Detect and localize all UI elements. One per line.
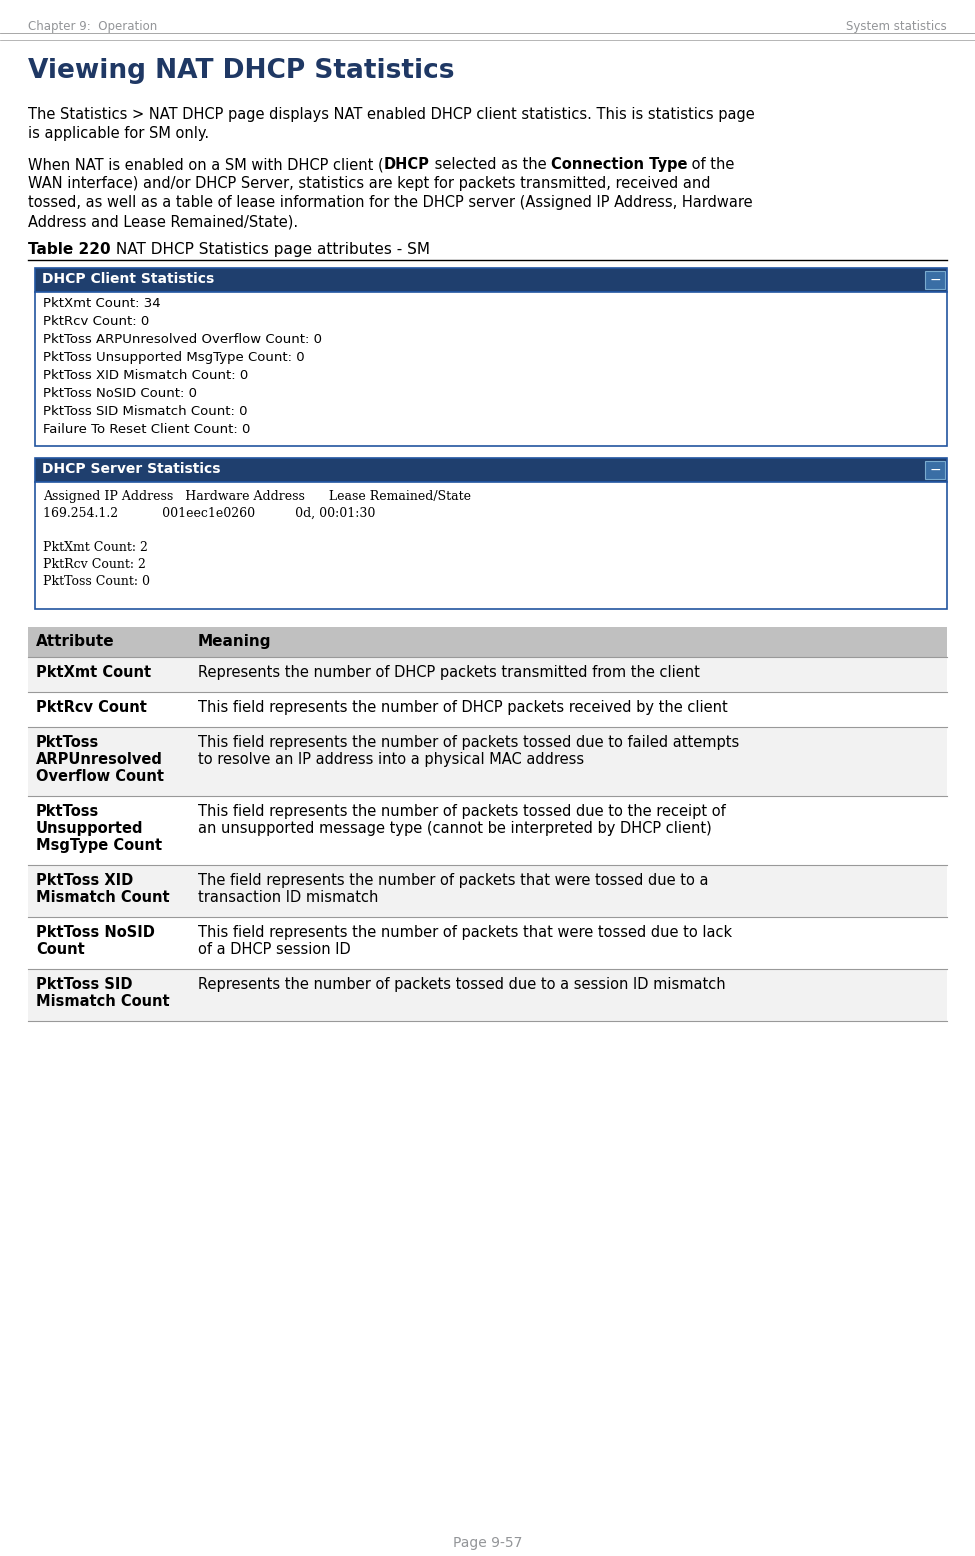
Bar	[28, 797, 947, 865]
Bar	[925, 271, 945, 289]
Text: NAT DHCP Statistics page attributes - SM: NAT DHCP Statistics page attributes - SM	[110, 243, 430, 257]
Text: Meaning: Meaning	[198, 633, 271, 649]
Text: PktXmt Count: 2: PktXmt Count: 2	[43, 541, 148, 554]
Text: PktToss: PktToss	[36, 804, 99, 818]
Text: PktToss SID Mismatch Count: 0: PktToss SID Mismatch Count: 0	[43, 405, 248, 419]
Bar	[35, 293, 947, 447]
Text: PktXmt Count: 34: PktXmt Count: 34	[43, 297, 161, 310]
Text: Failure To Reset Client Count: 0: Failure To Reset Client Count: 0	[43, 423, 251, 436]
Text: DHCP Client Statistics: DHCP Client Statistics	[42, 272, 214, 286]
Text: PktToss XID Mismatch Count: 0: PktToss XID Mismatch Count: 0	[43, 369, 249, 383]
Text: PktToss Count: 0: PktToss Count: 0	[43, 576, 150, 588]
Text: This field represents the number of DHCP packets received by the client: This field represents the number of DHCP…	[198, 700, 727, 716]
Text: an unsupported message type (cannot be interpreted by DHCP client): an unsupported message type (cannot be i…	[198, 822, 712, 836]
Text: 169.254.1.2           001eec1e0260          0d, 00:01:30: 169.254.1.2 001eec1e0260 0d, 00:01:30	[43, 507, 375, 520]
Text: of the: of the	[687, 157, 735, 173]
Text: Represents the number of DHCP packets transmitted from the client: Represents the number of DHCP packets tr…	[198, 664, 700, 680]
Text: PktRcv Count: PktRcv Count	[36, 700, 147, 716]
Bar	[35, 482, 947, 608]
Text: PktRcv Count: 2: PktRcv Count: 2	[43, 559, 146, 571]
Text: to resolve an IP address into a physical MAC address: to resolve an IP address into a physical…	[198, 752, 584, 767]
Text: Assigned IP Address   Hardware Address      Lease Remained/State: Assigned IP Address Hardware Address Lea…	[43, 490, 471, 503]
Bar	[28, 916, 947, 969]
Text: DHCP: DHCP	[384, 157, 430, 173]
Text: PktToss XID: PktToss XID	[36, 873, 134, 888]
Text: When NAT is enabled on a SM with DHCP client (: When NAT is enabled on a SM with DHCP cl…	[28, 157, 384, 173]
Text: Chapter 9:  Operation: Chapter 9: Operation	[28, 20, 157, 33]
Text: −: −	[929, 272, 941, 286]
Text: PktToss: PktToss	[36, 734, 99, 750]
Text: MsgType Count: MsgType Count	[36, 839, 162, 853]
Text: −: −	[929, 464, 941, 478]
Text: PktToss NoSID: PktToss NoSID	[36, 924, 155, 940]
Text: Count: Count	[36, 941, 85, 957]
Text: DHCP Server Statistics: DHCP Server Statistics	[42, 462, 220, 476]
Text: of a DHCP session ID: of a DHCP session ID	[198, 941, 351, 957]
Text: Attribute: Attribute	[36, 633, 115, 649]
Text: Overflow Count: Overflow Count	[36, 769, 164, 784]
Text: PktToss NoSID Count: 0: PktToss NoSID Count: 0	[43, 387, 197, 400]
Text: PktToss Unsupported MsgType Count: 0: PktToss Unsupported MsgType Count: 0	[43, 352, 304, 364]
Bar	[28, 969, 947, 1021]
Bar	[28, 865, 947, 916]
Text: Unsupported: Unsupported	[36, 822, 143, 836]
Bar	[35, 457, 947, 482]
Text: PktRcv Count: 0: PktRcv Count: 0	[43, 314, 149, 328]
Bar	[925, 461, 945, 479]
Text: Table 220: Table 220	[28, 243, 110, 257]
Text: Address and Lease Remained/State).: Address and Lease Remained/State).	[28, 215, 298, 229]
Bar	[28, 627, 947, 657]
Text: This field represents the number of packets tossed due to failed attempts: This field represents the number of pack…	[198, 734, 739, 750]
Text: PktToss SID: PktToss SID	[36, 977, 133, 993]
Text: tossed, as well as a table of lease information for the DHCP server (Assigned IP: tossed, as well as a table of lease info…	[28, 194, 753, 210]
Text: This field represents the number of packets tossed due to the receipt of: This field represents the number of pack…	[198, 804, 725, 818]
Text: PktToss ARPUnresolved Overflow Count: 0: PktToss ARPUnresolved Overflow Count: 0	[43, 333, 322, 345]
Text: ARPUnresolved: ARPUnresolved	[36, 752, 163, 767]
Text: transaction ID mismatch: transaction ID mismatch	[198, 890, 378, 906]
Text: is applicable for SM only.: is applicable for SM only.	[28, 126, 209, 142]
Text: The Statistics > NAT DHCP page displays NAT enabled DHCP client statistics. This: The Statistics > NAT DHCP page displays …	[28, 107, 755, 121]
Text: PktXmt Count: PktXmt Count	[36, 664, 151, 680]
Text: Connection Type: Connection Type	[551, 157, 687, 173]
Text: WAN interface) and/or DHCP Server, statistics are kept for packets transmitted, : WAN interface) and/or DHCP Server, stati…	[28, 176, 711, 191]
Text: The field represents the number of packets that were tossed due to a: The field represents the number of packe…	[198, 873, 709, 888]
Text: Mismatch Count: Mismatch Count	[36, 994, 170, 1008]
Bar	[35, 268, 947, 293]
Text: Page 9-57: Page 9-57	[452, 1536, 523, 1550]
Text: This field represents the number of packets that were tossed due to lack: This field represents the number of pack…	[198, 924, 732, 940]
Text: System statistics: System statistics	[846, 20, 947, 33]
Bar	[28, 657, 947, 692]
Text: Mismatch Count: Mismatch Count	[36, 890, 170, 906]
Text: Viewing NAT DHCP Statistics: Viewing NAT DHCP Statistics	[28, 58, 454, 84]
Bar	[28, 727, 947, 797]
Text: selected as the: selected as the	[430, 157, 551, 173]
Bar	[28, 692, 947, 727]
Text: Represents the number of packets tossed due to a session ID mismatch: Represents the number of packets tossed …	[198, 977, 725, 993]
